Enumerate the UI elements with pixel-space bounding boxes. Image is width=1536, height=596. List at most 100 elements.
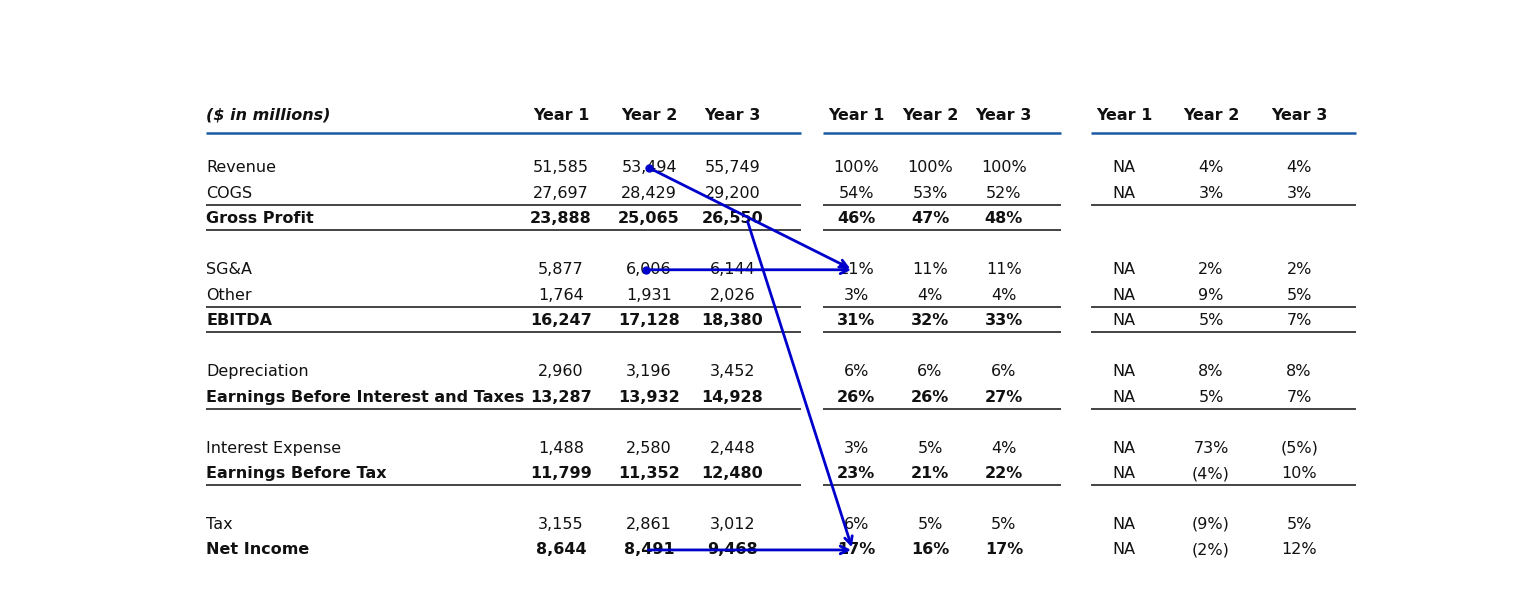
Text: 3,196: 3,196 <box>627 364 671 379</box>
Text: 6,144: 6,144 <box>710 262 756 277</box>
Text: 9%: 9% <box>1198 288 1224 303</box>
Text: 3%: 3% <box>843 440 869 455</box>
Text: (2%): (2%) <box>1192 542 1230 557</box>
Text: Year 3: Year 3 <box>1270 108 1327 123</box>
Text: 5%: 5% <box>991 517 1017 532</box>
Text: 11%: 11% <box>839 262 874 277</box>
Text: 2,861: 2,861 <box>627 517 673 532</box>
Text: 14,928: 14,928 <box>702 390 763 405</box>
Text: 31%: 31% <box>837 313 876 328</box>
Text: 5,877: 5,877 <box>538 262 584 277</box>
Text: 2%: 2% <box>1286 262 1312 277</box>
Text: 1,931: 1,931 <box>627 288 671 303</box>
Text: Year 1: Year 1 <box>828 108 885 123</box>
Text: 4%: 4% <box>1198 160 1224 175</box>
Text: NA: NA <box>1112 390 1135 405</box>
Text: 2,448: 2,448 <box>710 440 756 455</box>
Text: 16%: 16% <box>911 542 949 557</box>
Text: 32%: 32% <box>911 313 949 328</box>
Text: Depreciation: Depreciation <box>206 364 309 379</box>
Text: 11,799: 11,799 <box>530 466 591 481</box>
Text: 9,468: 9,468 <box>707 542 757 557</box>
Text: 25,065: 25,065 <box>617 212 680 226</box>
Text: 5%: 5% <box>917 517 943 532</box>
Text: Tax: Tax <box>206 517 233 532</box>
Text: NA: NA <box>1112 160 1135 175</box>
Text: 54%: 54% <box>839 186 874 201</box>
Text: 48%: 48% <box>985 212 1023 226</box>
Text: Earnings Before Tax: Earnings Before Tax <box>206 466 387 481</box>
Text: 53,494: 53,494 <box>621 160 677 175</box>
Text: 18,380: 18,380 <box>702 313 763 328</box>
Text: 5%: 5% <box>1198 313 1224 328</box>
Text: 7%: 7% <box>1286 390 1312 405</box>
Text: 4%: 4% <box>1286 160 1312 175</box>
Text: ($ in millions): ($ in millions) <box>206 108 330 123</box>
Text: (5%): (5%) <box>1279 440 1318 455</box>
Text: 26%: 26% <box>837 390 876 405</box>
Text: 8%: 8% <box>1286 364 1312 379</box>
Text: 8%: 8% <box>1198 364 1224 379</box>
Text: 53%: 53% <box>912 186 948 201</box>
Text: 1,764: 1,764 <box>538 288 584 303</box>
Text: 6,006: 6,006 <box>627 262 671 277</box>
Text: 8,491: 8,491 <box>624 542 674 557</box>
Text: 8,644: 8,644 <box>536 542 587 557</box>
Text: 47%: 47% <box>911 212 949 226</box>
Text: Year 1: Year 1 <box>1095 108 1152 123</box>
Text: 100%: 100% <box>982 160 1026 175</box>
Text: 6%: 6% <box>991 364 1017 379</box>
Text: NA: NA <box>1112 542 1135 557</box>
Text: EBITDA: EBITDA <box>206 313 272 328</box>
Text: 16,247: 16,247 <box>530 313 591 328</box>
Text: 100%: 100% <box>908 160 952 175</box>
Text: (9%): (9%) <box>1192 517 1230 532</box>
Text: 11%: 11% <box>986 262 1021 277</box>
Text: 13,287: 13,287 <box>530 390 591 405</box>
Text: 5%: 5% <box>1198 390 1224 405</box>
Text: 12%: 12% <box>1281 542 1316 557</box>
Text: 5%: 5% <box>1286 517 1312 532</box>
Text: 3,012: 3,012 <box>710 517 756 532</box>
Text: 12,480: 12,480 <box>702 466 763 481</box>
Text: 27,697: 27,697 <box>533 186 588 201</box>
Text: Gross Profit: Gross Profit <box>206 212 313 226</box>
Text: 29,200: 29,200 <box>705 186 760 201</box>
Text: 6%: 6% <box>843 517 869 532</box>
Text: 3%: 3% <box>843 288 869 303</box>
Text: Year 3: Year 3 <box>975 108 1032 123</box>
Text: 10%: 10% <box>1281 466 1316 481</box>
Text: 3%: 3% <box>1198 186 1224 201</box>
Text: 51,585: 51,585 <box>533 160 588 175</box>
Text: Year 1: Year 1 <box>533 108 590 123</box>
Text: 4%: 4% <box>991 288 1017 303</box>
Text: 23%: 23% <box>837 466 876 481</box>
Text: 4%: 4% <box>917 288 943 303</box>
Text: Year 3: Year 3 <box>703 108 760 123</box>
Text: 6%: 6% <box>843 364 869 379</box>
Text: 28,429: 28,429 <box>621 186 677 201</box>
Text: 17%: 17% <box>837 542 876 557</box>
Text: 27%: 27% <box>985 390 1023 405</box>
Text: 23,888: 23,888 <box>530 212 591 226</box>
Text: Revenue: Revenue <box>206 160 276 175</box>
Text: 55,749: 55,749 <box>705 160 760 175</box>
Text: Year 2: Year 2 <box>1183 108 1240 123</box>
Text: Other: Other <box>206 288 252 303</box>
Text: NA: NA <box>1112 364 1135 379</box>
Text: 100%: 100% <box>834 160 879 175</box>
Text: SG&A: SG&A <box>206 262 252 277</box>
Text: 21%: 21% <box>911 466 949 481</box>
Text: 2,960: 2,960 <box>538 364 584 379</box>
Text: Interest Expense: Interest Expense <box>206 440 341 455</box>
Text: 3%: 3% <box>1287 186 1312 201</box>
Text: Earnings Before Interest and Taxes: Earnings Before Interest and Taxes <box>206 390 524 405</box>
Text: 17,128: 17,128 <box>617 313 680 328</box>
Text: 73%: 73% <box>1193 440 1229 455</box>
Text: Year 2: Year 2 <box>621 108 677 123</box>
Text: NA: NA <box>1112 466 1135 481</box>
Text: 3,155: 3,155 <box>538 517 584 532</box>
Text: 3,452: 3,452 <box>710 364 756 379</box>
Text: 5%: 5% <box>917 440 943 455</box>
Text: 17%: 17% <box>985 542 1023 557</box>
